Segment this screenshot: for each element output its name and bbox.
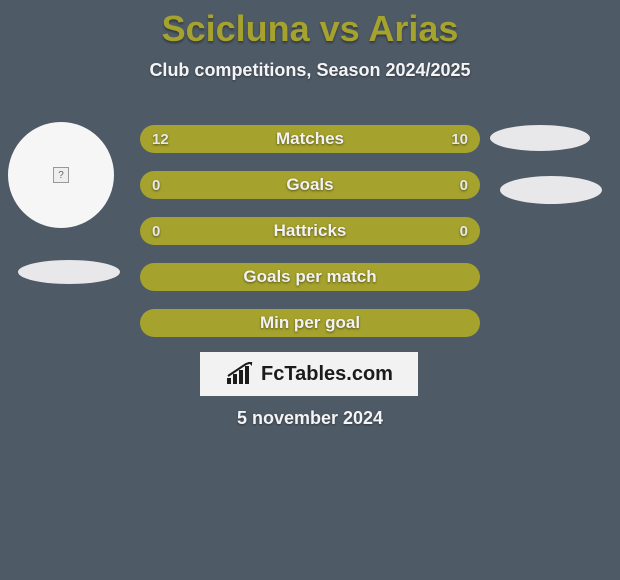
player-left-avatar: ?: [8, 122, 114, 228]
stat-value-left: 12: [152, 131, 169, 148]
footer-date: 5 november 2024: [0, 408, 620, 429]
player-left-shadow: [18, 260, 120, 284]
stats-panel: 12 Matches 10 0 Goals 0 0 Hattricks 0 Go…: [140, 125, 480, 355]
brand-badge: FcTables.com: [200, 352, 418, 396]
stat-label: Min per goal: [260, 313, 360, 333]
infographic-container: Scicluna vs Arias Club competitions, Sea…: [0, 0, 620, 580]
stat-value-left: 0: [152, 177, 160, 194]
stat-row-hattricks: 0 Hattricks 0: [140, 217, 480, 245]
page-subtitle: Club competitions, Season 2024/2025: [0, 60, 620, 81]
page-title: Scicluna vs Arias: [0, 0, 620, 50]
player-right-oval-top: [490, 125, 590, 151]
stat-row-goals-per-match: Goals per match: [140, 263, 480, 291]
broken-image-icon: ?: [53, 167, 69, 183]
stat-value-left: 0: [152, 223, 160, 240]
stat-label: Goals: [286, 175, 333, 195]
stat-label: Hattricks: [274, 221, 347, 241]
stat-value-right: 0: [460, 223, 468, 240]
player-right-oval-bottom: [500, 176, 602, 204]
stat-value-right: 10: [451, 131, 468, 148]
stat-row-min-per-goal: Min per goal: [140, 309, 480, 337]
brand-text: FcTables.com: [261, 363, 393, 386]
stat-row-goals: 0 Goals 0: [140, 171, 480, 199]
stat-row-matches: 12 Matches 10: [140, 125, 480, 153]
bars-rising-icon: [225, 362, 255, 386]
stat-value-right: 0: [460, 177, 468, 194]
stat-label: Matches: [276, 129, 344, 149]
stat-label: Goals per match: [243, 267, 376, 287]
